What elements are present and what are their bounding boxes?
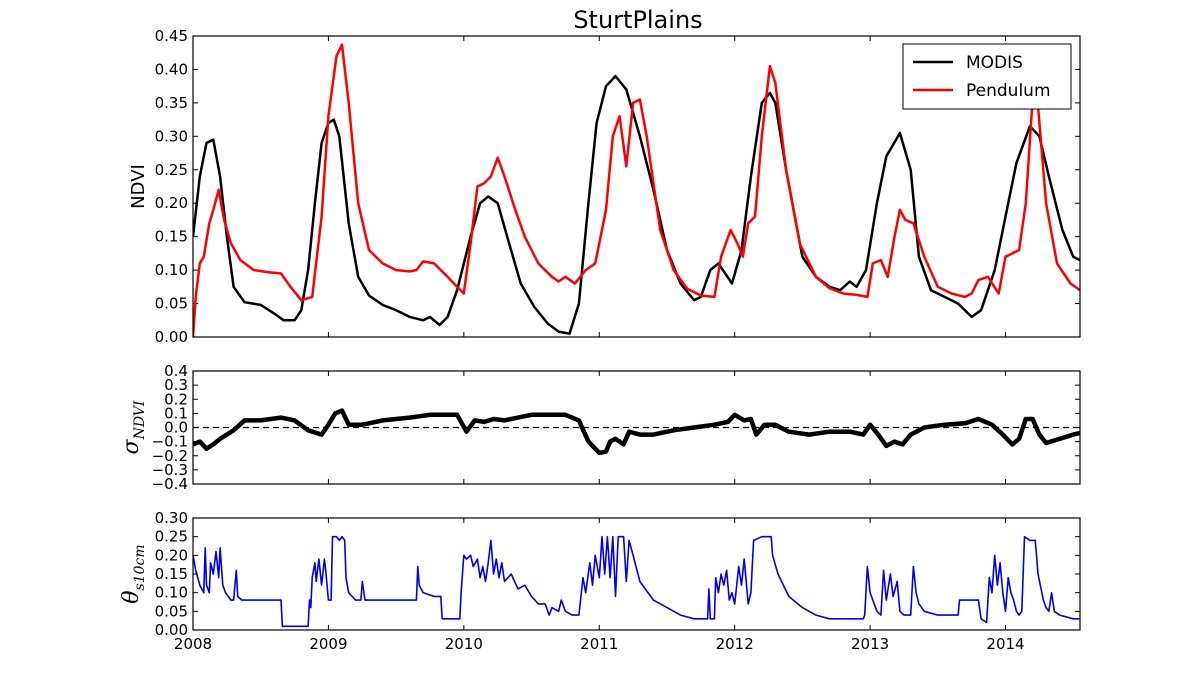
axes-frame — [192, 35, 1081, 338]
y-tick-label: 0.15 — [155, 228, 188, 246]
y-axis-label: σNDVI — [119, 400, 148, 454]
series-line-pendulum — [193, 43, 1080, 337]
series-line-modis — [193, 74, 1080, 335]
ndvi-panel: 0.00 0.05 0.10 0.15 0.20 0.25 0.30 0.35 0.40 0.45… — [128, 27, 1081, 346]
y-tick-label: 0.20 — [155, 546, 188, 564]
y-tick-label: 0.10 — [155, 261, 188, 279]
sigma-ndvi-panel: 0.40.30.20.10.0−0.1−0.2−0.3−0.4 σNDVI — [119, 362, 1081, 493]
axes-frame — [192, 370, 1081, 485]
x-tick-label: 2010 — [445, 635, 483, 653]
y-tick-label: −0.4 — [152, 475, 188, 493]
series-line-2 — [193, 535, 1080, 628]
x-tick-label: 2009 — [309, 635, 347, 653]
x-tick-label: 2014 — [986, 635, 1024, 653]
y-tick-label: 0.10 — [155, 584, 188, 602]
y-axis-label: NDVI — [128, 164, 149, 209]
y-tick-label: −0.3 — [152, 461, 188, 479]
y-tick-label: 0.35 — [155, 94, 188, 112]
y-tick-label: −0.1 — [152, 433, 188, 451]
legend: MODIS Pendulum — [902, 43, 1072, 110]
y-tick-label: 0.25 — [155, 528, 188, 546]
y-tick-label: 0.05 — [155, 295, 188, 313]
y-tick-label: 0.40 — [155, 60, 188, 78]
y-tick-label: 0.20 — [155, 194, 188, 212]
y-tick-label: 0.45 — [155, 27, 188, 45]
y-tick-label: 0.00 — [155, 621, 188, 639]
y-tick-label: 0.3 — [164, 376, 188, 394]
y-tick-label: 0.25 — [155, 161, 188, 179]
y-tick-label: 0.30 — [155, 509, 188, 527]
y-tick-label: 0.30 — [155, 127, 188, 145]
x-tick-label: 2013 — [851, 635, 889, 653]
y-tick-label: 0.4 — [164, 362, 188, 380]
legend-label-pendulum: Pendulum — [966, 81, 1051, 101]
y-tick-label: 0.05 — [155, 602, 188, 620]
series-line-1 — [193, 408, 1080, 456]
y-tick-label: 0.2 — [164, 390, 188, 408]
legend-label-modis: MODIS — [966, 53, 1023, 73]
x-tick-label: 2012 — [716, 635, 754, 653]
y-tick-label: 0.00 — [155, 328, 188, 346]
y-tick-label: 0.15 — [155, 565, 188, 583]
chart-title: SturtPlains — [573, 6, 702, 34]
x-tick-label: 2011 — [580, 635, 618, 653]
x-tick-label: 2008 — [174, 635, 212, 653]
y-tick-label: 0.1 — [164, 404, 188, 422]
y-tick-label: 0.0 — [164, 419, 188, 437]
axes-frame — [192, 517, 1081, 631]
y-tick-label: −0.2 — [152, 447, 188, 465]
y-axis-label: θs10cm — [119, 544, 148, 603]
